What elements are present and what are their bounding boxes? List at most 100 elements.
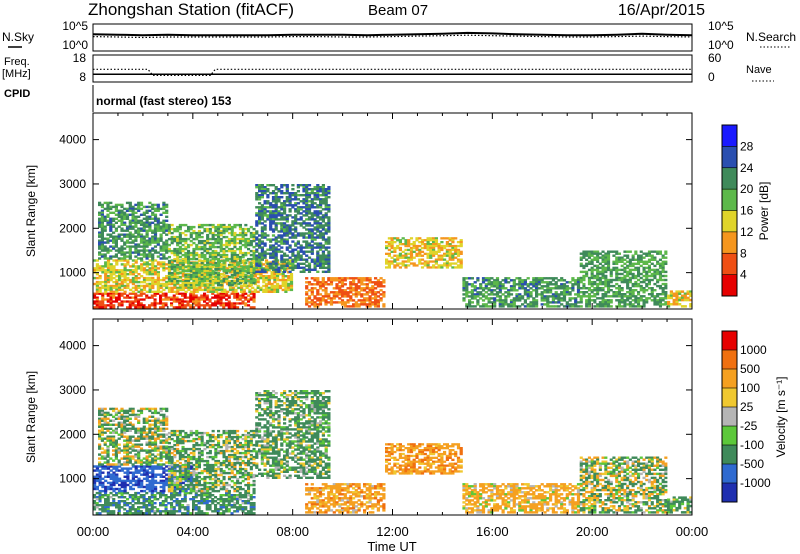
- power-cells-cell: [217, 229, 221, 233]
- power-cells-cell: [445, 250, 449, 253]
- power-cells-cell: [382, 281, 386, 284]
- power-cells-cell: [203, 296, 207, 299]
- power-cells-cell: [117, 225, 121, 228]
- power-cells-cell: [217, 253, 221, 257]
- power-cells-cell: [238, 251, 242, 255]
- power-cells-cell: [258, 210, 262, 213]
- power-cells-cell: [123, 229, 127, 232]
- power-cells-cell: [289, 276, 294, 280]
- power-cells-cell: [401, 264, 405, 267]
- power-cells-cell: [156, 280, 160, 284]
- power-cells-cell: [604, 258, 608, 261]
- power-cells-cell: [445, 241, 449, 244]
- power-cells-cell: [186, 302, 190, 305]
- power-cells-cell: [117, 233, 121, 236]
- power-cells-cell: [159, 263, 163, 266]
- power-cells-cell: [260, 242, 264, 245]
- power-cells-cell: [291, 228, 295, 231]
- power-cells-cell: [258, 194, 262, 197]
- power-cells-cell: [142, 229, 146, 232]
- power-cells-cell: [634, 250, 638, 253]
- velocity-cells-cell: [172, 491, 176, 495]
- power-cells-cell: [639, 256, 643, 259]
- power-cells-cell: [167, 277, 171, 281]
- power-cells-cell: [269, 202, 273, 205]
- power-cells-cell: [156, 275, 160, 278]
- power-cells-cell: [230, 249, 234, 253]
- power-cells-cell: [112, 306, 116, 309]
- power-cells-cell: [200, 265, 204, 269]
- power-cells-cell: [200, 253, 204, 257]
- power-cells-cell: [313, 212, 317, 215]
- power-cells-cell: [560, 285, 564, 288]
- power-cells-cell: [192, 302, 196, 305]
- power-cells-cell: [596, 282, 600, 286]
- power-cells-cell: [283, 252, 287, 255]
- power-cells-cell: [103, 207, 107, 211]
- power-cells-cell: [294, 254, 298, 257]
- power-cells-cell: [476, 301, 480, 304]
- power-cells-cell: [230, 304, 234, 307]
- power-cells-cell: [338, 297, 342, 300]
- velocity-cells-cell: [139, 494, 143, 497]
- power-cells-cell: [365, 285, 369, 288]
- power-cells-cell: [554, 295, 558, 298]
- power-cells-cell: [318, 303, 323, 306]
- power-cells-cell: [283, 240, 287, 243]
- power-cells-cell: [650, 256, 654, 259]
- power-cells-cell: [241, 267, 245, 271]
- power-cells-cell: [236, 271, 240, 275]
- power-cells-cell: [551, 305, 555, 308]
- power-cells-cell: [645, 260, 649, 263]
- power-cells-cell: [571, 279, 575, 282]
- power-cells-cell: [109, 302, 113, 305]
- power-cells-cell: [266, 210, 270, 213]
- velocity-cells-cell: [106, 498, 110, 501]
- power-cells-cell: [280, 240, 284, 243]
- power-cells-cell: [302, 258, 306, 261]
- power-cells-cell: [109, 271, 113, 274]
- power-cells-cell: [352, 283, 356, 286]
- power-cells-cell: [423, 243, 427, 246]
- power-cells-cell: [263, 250, 267, 253]
- power-cells-cell: [249, 253, 253, 257]
- power-cells-cell: [368, 295, 372, 298]
- power-cells-cell: [604, 301, 608, 304]
- power-cells-cell: [321, 266, 325, 269]
- power-cells-cell: [612, 293, 616, 296]
- power-cells-cell: [123, 269, 127, 272]
- power-cells-cell: [203, 273, 207, 277]
- power-cells-cell: [316, 262, 320, 265]
- power-cells-cell: [465, 291, 469, 294]
- power-cells-cell: [120, 253, 124, 256]
- power-cells-cell: [484, 297, 488, 300]
- power-cells-cell: [109, 211, 113, 214]
- power-cells-cell: [206, 282, 210, 286]
- power-cells-cell: [106, 219, 110, 222]
- power-cells-cell: [456, 254, 461, 257]
- power-cells-cell: [219, 253, 223, 257]
- power-cells-cell: [270, 286, 274, 290]
- velocity-cells-cell: [192, 498, 196, 501]
- power-cells-cell: [321, 234, 325, 237]
- power-cells-cell: [280, 260, 284, 263]
- power-cells-cell: [249, 263, 253, 267]
- power-cells-cell: [294, 208, 298, 211]
- power-cells-cell: [601, 260, 605, 263]
- power-cells-cell: [319, 188, 323, 191]
- power-cells-cell: [258, 240, 262, 243]
- power-cells-cell: [689, 303, 693, 306]
- power-cells-cell: [249, 267, 253, 271]
- power-cells-cell: [217, 241, 221, 245]
- power-cells-cell: [319, 236, 323, 239]
- power-cells-cell: [240, 284, 244, 288]
- power-cells-cell: [371, 287, 375, 290]
- velocity-cells-cell: [142, 506, 146, 509]
- power-cells-cell: [316, 186, 320, 189]
- power-cells-cell: [620, 293, 624, 296]
- power-cells-cell: [114, 207, 118, 211]
- power-cells-cell: [623, 266, 627, 270]
- power-cells-cell: [148, 263, 152, 266]
- power-cells-cell: [236, 233, 240, 237]
